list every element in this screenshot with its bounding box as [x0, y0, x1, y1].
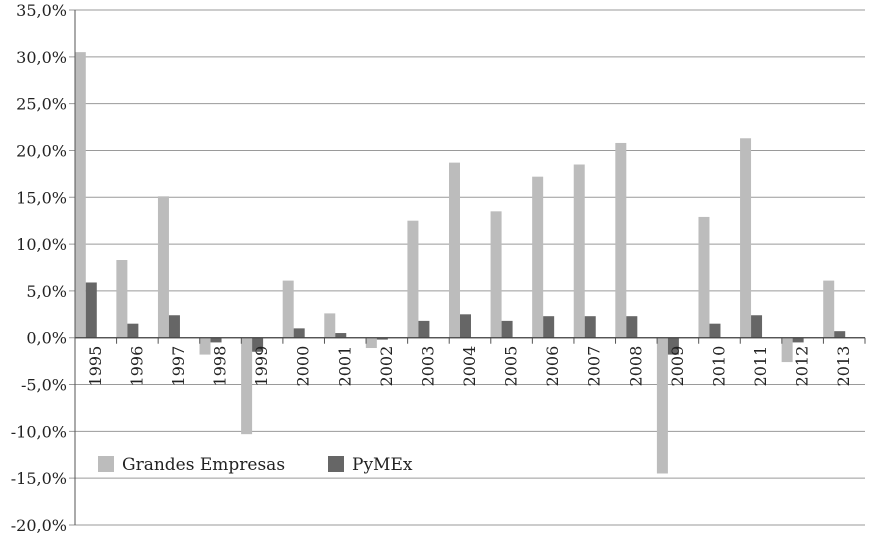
x-category-label: 2011: [751, 346, 770, 387]
bar-pymex-1999: [252, 337, 264, 352]
y-axis-tick-labels: -20,0% -15,0% -10,0% -5,0% 0,0% 5,0% 10,0% 15,0…: [11, 1, 67, 535]
x-category-label: 2003: [418, 346, 437, 387]
bar-grandes-empresas-2002: [365, 337, 377, 349]
bar-pymex-1995: [85, 282, 97, 338]
bar-pymex-2008: [626, 316, 638, 338]
x-category-label: 1995: [86, 346, 105, 387]
bar-grandes-empresas-2012: [781, 337, 793, 363]
bar-pymex-2002: [376, 337, 388, 340]
x-category-label: 1996: [127, 346, 146, 387]
legend: Grandes Empresas PyMEx: [98, 455, 413, 475]
x-category-label: 2012: [793, 346, 812, 387]
x-category-label: 2009: [668, 346, 687, 387]
bar-pymex-2013: [834, 331, 846, 338]
y-tick-label: 10,0%: [16, 235, 67, 254]
y-tick-label: 5,0%: [26, 282, 67, 301]
legend-label: PyMEx: [352, 455, 413, 475]
y-tick-label: -5,0%: [21, 376, 67, 395]
x-category-label: 2005: [502, 346, 521, 387]
bar-grandes-empresas-2008: [615, 142, 627, 338]
y-tick-label: -15,0%: [11, 469, 67, 488]
bar-grandes-empresas-2007: [573, 164, 585, 338]
x-category-label: 2006: [543, 346, 562, 387]
legend-label: Grandes Empresas: [122, 455, 285, 475]
bar-grandes-empresas-1997: [157, 196, 169, 338]
x-category-label: 2004: [460, 346, 479, 387]
bar-pymex-2004: [460, 314, 471, 338]
x-category-label: 2010: [709, 346, 728, 387]
bar-grandes-empresas-2003: [407, 220, 419, 338]
bar-pymex-2006: [543, 316, 555, 338]
bar-pymex-2010: [709, 323, 721, 338]
bar-grandes-empresas-1995: [74, 52, 86, 338]
x-category-label: 1999: [252, 346, 271, 387]
y-tick-label: 35,0%: [16, 1, 67, 20]
x-category-label: 2000: [294, 346, 313, 387]
bar-grandes-empresas-2011: [740, 138, 752, 338]
bar-pymex-2001: [335, 333, 347, 338]
bar-pymex-1998: [210, 337, 222, 343]
bar-grandes-empresas-1996: [116, 260, 128, 338]
bar-pymex-2009: [667, 337, 679, 355]
bar-grandes-empresas-1999: [241, 337, 253, 435]
bar-pymex-2005: [501, 320, 513, 338]
bar-pymex-2000: [293, 328, 305, 338]
bar-grandes-empresas-2005: [490, 211, 502, 338]
bar-grandes-empresas-2006: [532, 176, 544, 338]
bar-grandes-empresas-2001: [324, 313, 336, 338]
y-tick-label: 0,0%: [26, 329, 67, 348]
y-tick-label: 30,0%: [16, 48, 67, 67]
x-category-label: 2002: [377, 346, 396, 387]
bar-grandes-empresas-2004: [449, 162, 460, 338]
bar-pymex-1997: [168, 315, 180, 338]
x-category-label: 2013: [834, 346, 853, 387]
x-category-label: 2007: [585, 346, 604, 387]
bar-grandes-empresas-2013: [823, 280, 835, 338]
bars: [74, 52, 846, 474]
bar-pymex-2012: [792, 337, 804, 343]
x-axis-category-labels: 1995 1996 1997 1998 1999 2000 2001 2002 2003 2004…: [86, 346, 853, 387]
legend-swatch-pymex: [328, 456, 344, 472]
bar-grandes-empresas-2000: [282, 280, 294, 338]
legend-swatch-grandes-empresas: [98, 456, 114, 472]
x-category-label: 2008: [626, 346, 645, 387]
bar-pymex-2007: [584, 316, 596, 338]
y-tick-label: 20,0%: [16, 141, 67, 160]
y-tick-label: -20,0%: [11, 516, 67, 535]
bar-pymex-2003: [418, 320, 430, 338]
y-tick-label: 25,0%: [16, 95, 67, 114]
bar-grandes-empresas-2010: [698, 216, 710, 338]
x-category-label: 1997: [169, 346, 188, 387]
bar-grandes-empresas-2009: [656, 337, 668, 474]
y-tick-label: -10,0%: [11, 422, 67, 441]
x-category-label: 1998: [211, 346, 230, 387]
y-tick-label: 15,0%: [16, 188, 67, 207]
bar-pymex-1996: [127, 323, 139, 338]
x-category-label: 2001: [335, 346, 354, 387]
x-axis-tick-marks: [74, 337, 866, 344]
bar-pymex-2011: [751, 315, 763, 338]
bar-grandes-empresas-1998: [199, 337, 211, 355]
